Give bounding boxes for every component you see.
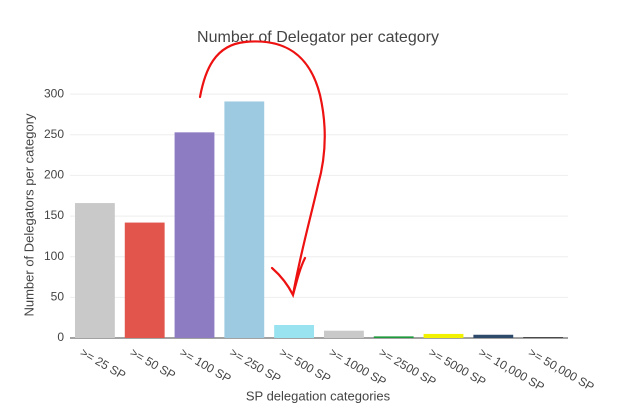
bar bbox=[523, 337, 564, 338]
y-axis-title: Number of Delegators per category bbox=[21, 113, 36, 317]
x-axis-title: SP delegation categories bbox=[246, 388, 391, 403]
y-tick-label: 150 bbox=[44, 208, 64, 222]
y-tick-label: 200 bbox=[44, 168, 64, 182]
bar bbox=[74, 203, 115, 338]
bar bbox=[124, 222, 165, 338]
bar bbox=[473, 334, 514, 338]
plot-area: 0 50 100 150 200 250 300 >= 25 SP >= 50 SP >= 100… bbox=[44, 86, 597, 394]
y-tick-label: 100 bbox=[44, 249, 64, 263]
y-tick-label: 250 bbox=[44, 127, 64, 141]
x-tick-label: >= 50 SP bbox=[128, 345, 178, 382]
y-tick-label: 300 bbox=[44, 86, 64, 100]
bar bbox=[224, 101, 265, 338]
y-tick-label: 50 bbox=[51, 290, 65, 304]
x-tick-label: >= 500 SP bbox=[277, 345, 333, 385]
x-tick-label: >= 25 SP bbox=[78, 345, 128, 382]
bar bbox=[423, 333, 464, 338]
bar bbox=[174, 132, 215, 338]
annotation-arrow bbox=[198, 40, 326, 299]
x-tick-label: >= 250 SP bbox=[227, 345, 283, 385]
bar bbox=[373, 336, 414, 338]
x-tick-label: >= 100 SP bbox=[177, 345, 233, 385]
y-tick-label: 0 bbox=[57, 330, 64, 344]
bar bbox=[323, 330, 364, 338]
bar bbox=[274, 324, 315, 338]
